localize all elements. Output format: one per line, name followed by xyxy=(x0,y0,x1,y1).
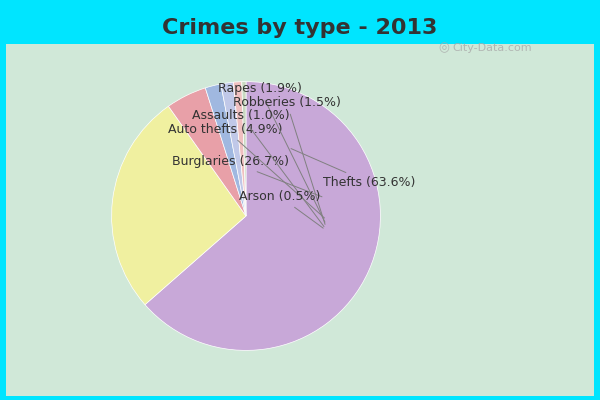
Wedge shape xyxy=(233,82,246,216)
Wedge shape xyxy=(221,82,246,216)
Text: Auto thefts (4.9%): Auto thefts (4.9%) xyxy=(168,123,325,218)
Text: ◎: ◎ xyxy=(439,42,449,54)
Text: Rapes (1.9%): Rapes (1.9%) xyxy=(218,82,325,222)
Text: City-Data.com: City-Data.com xyxy=(452,43,532,53)
Text: Assaults (1.0%): Assaults (1.0%) xyxy=(192,109,324,226)
Wedge shape xyxy=(205,84,246,216)
Wedge shape xyxy=(169,88,246,216)
Text: Thefts (63.6%): Thefts (63.6%) xyxy=(291,148,416,190)
Wedge shape xyxy=(112,106,246,305)
Text: Robberies (1.5%): Robberies (1.5%) xyxy=(233,96,340,224)
Wedge shape xyxy=(145,82,380,350)
Text: Crimes by type - 2013: Crimes by type - 2013 xyxy=(163,18,437,38)
Wedge shape xyxy=(242,82,246,216)
Text: Arson (0.5%): Arson (0.5%) xyxy=(239,190,323,228)
Text: Burglaries (26.7%): Burglaries (26.7%) xyxy=(172,155,322,197)
